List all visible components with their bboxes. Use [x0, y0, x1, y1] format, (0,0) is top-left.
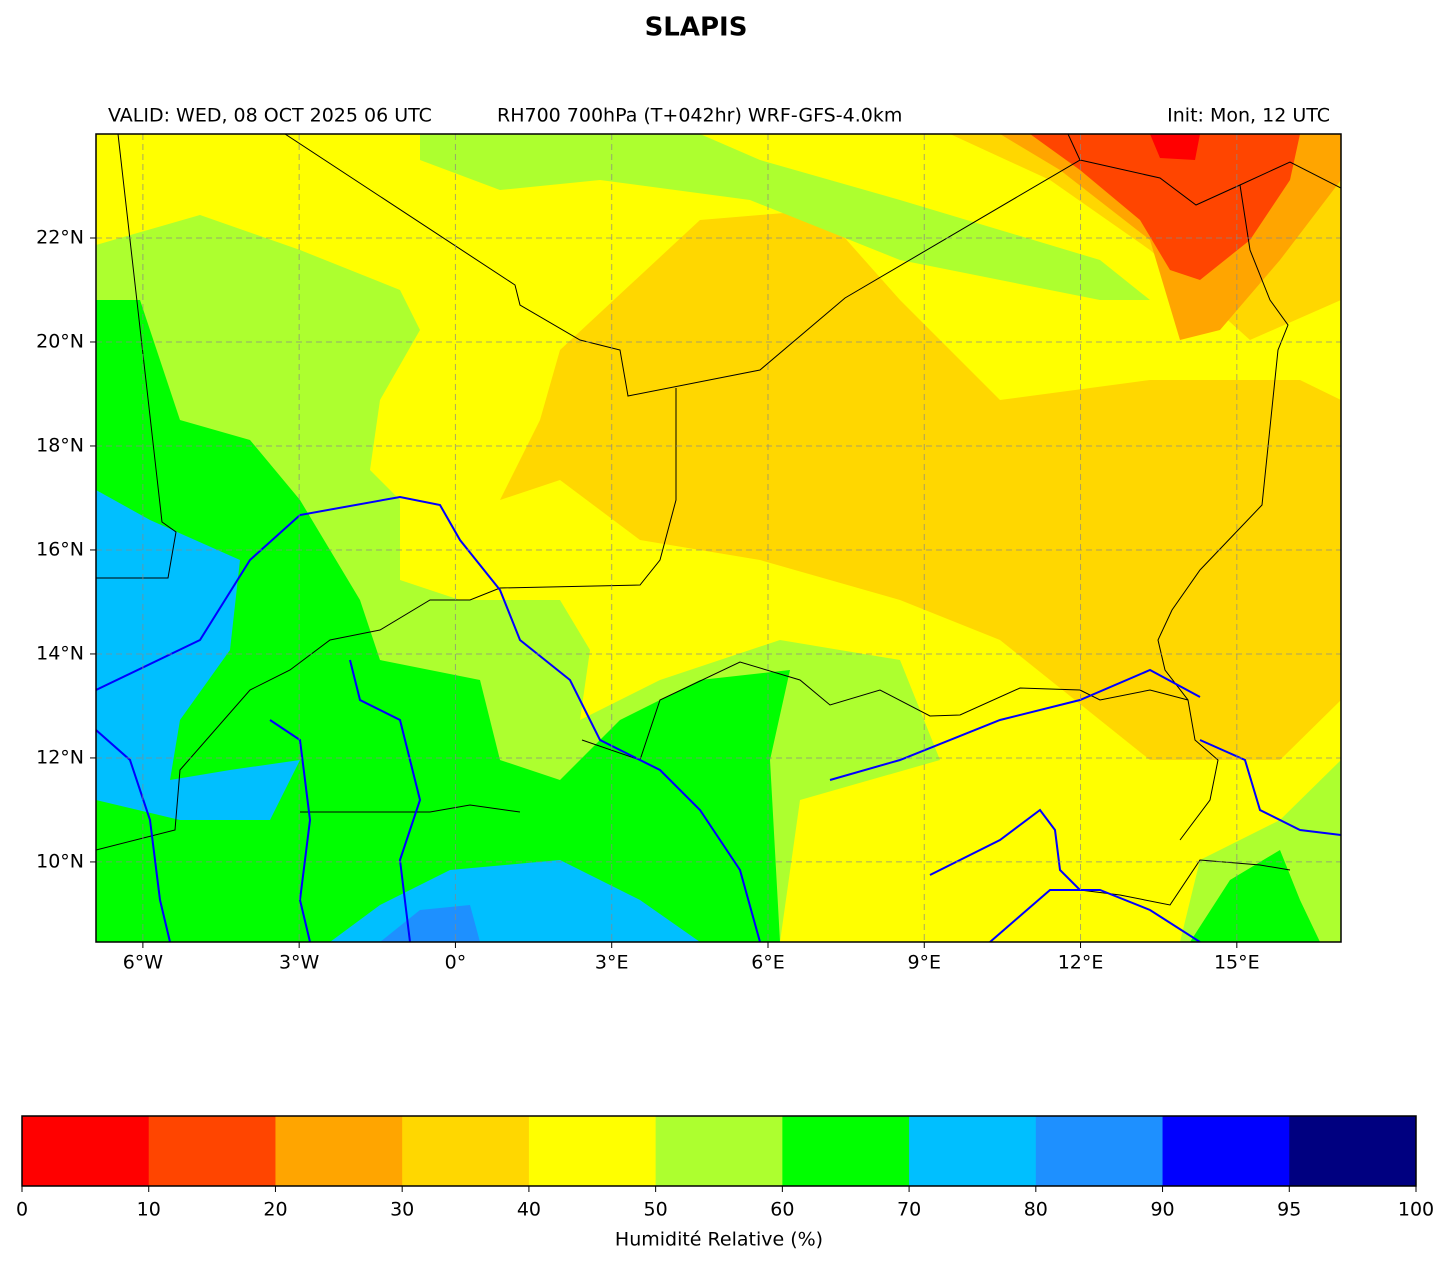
x-tick-label: 12°E	[1058, 952, 1104, 974]
colorbar-tick-label: 90	[1150, 1199, 1174, 1221]
border	[1157, 184, 1289, 841]
colorbar-tick-label: 80	[1024, 1199, 1048, 1221]
river	[269, 719, 312, 942]
colorbar-segment	[655, 1116, 783, 1186]
colorbar-tick-label: 50	[644, 1199, 668, 1221]
river	[929, 808, 1081, 891]
colorbar-tick-label: 0	[16, 1199, 28, 1221]
colorbar-tick-label: 60	[770, 1199, 794, 1221]
map-field	[96, 134, 1341, 942]
field-orangered	[1030, 134, 1300, 280]
colorbar-label: Humidité Relative (%)	[615, 1229, 823, 1251]
colorbar-segment	[1162, 1116, 1290, 1186]
colorbar-segment	[528, 1116, 657, 1186]
river	[989, 889, 1201, 942]
river	[96, 729, 171, 942]
colorbar-segment	[148, 1116, 276, 1186]
x-tick-label: 6°E	[751, 952, 785, 974]
colorbar-segment	[782, 1116, 910, 1186]
map-axis: 6°W 3°W 0° 3°E 6°E 9°E 12°E 15°E 10°N 12°N 14°N 16°…	[36, 134, 1341, 974]
border	[284, 134, 1081, 397]
colorbar-segment	[1289, 1116, 1417, 1186]
field-deepskyblue	[96, 490, 300, 820]
border	[96, 134, 177, 579]
river	[829, 668, 1201, 781]
x-tick-label: 15°E	[1214, 952, 1260, 974]
y-tick-label: 14°N	[36, 642, 84, 664]
border	[1079, 159, 1341, 206]
y-tick-label: 16°N	[36, 538, 84, 560]
colorbar-tick-label: 70	[897, 1199, 921, 1221]
border	[300, 804, 521, 813]
x-tick-label: 3°E	[595, 952, 629, 974]
colorbar-tick-label: 20	[263, 1199, 287, 1221]
x-tick-label: 0°	[445, 952, 467, 974]
init-time: Init: Mon, 12 UTC	[1167, 105, 1330, 127]
colorbar-segment	[275, 1116, 403, 1186]
x-tick-label: 9°E	[907, 952, 941, 974]
colorbar-segment	[1035, 1116, 1164, 1186]
x-tick-label: 3°W	[279, 952, 320, 974]
colorbar-frame	[21, 1115, 1417, 1187]
river	[96, 495, 761, 942]
colorbar-tick-label: 95	[1277, 1199, 1301, 1221]
river	[1199, 739, 1341, 836]
colorbar-tick-label: 100	[1398, 1199, 1434, 1221]
colorbar-tick-label: 40	[517, 1199, 541, 1221]
colorbar-tick-label: 30	[390, 1199, 414, 1221]
river	[349, 659, 422, 942]
field-greenyellow	[420, 134, 1150, 300]
field-gold	[500, 210, 1341, 760]
field-label: RH700 700hPa (T+042hr) WRF-GFS-4.0km	[497, 105, 902, 127]
colorbar: 0 10 20 30 40 50 60 70 80 90 95 100	[16, 1116, 1434, 1221]
colorbar-segment	[909, 1116, 1037, 1186]
y-tick-label: 10°N	[36, 850, 84, 872]
title: SLAPIS	[645, 13, 748, 43]
border	[96, 388, 677, 851]
x-tick-label: 6°W	[123, 952, 164, 974]
y-tick-label: 18°N	[36, 434, 84, 456]
y-tick-label: 20°N	[36, 330, 84, 352]
y-tick-label: 22°N	[36, 226, 84, 248]
map-frame	[95, 133, 1342, 943]
colorbar-segment	[402, 1116, 530, 1186]
border	[1079, 859, 1291, 906]
valid-time: VALID: WED, 08 OCT 2025 06 UTC	[108, 105, 432, 127]
colorbar-segment	[22, 1116, 150, 1186]
colorbar-tick-label: 10	[137, 1199, 161, 1221]
field-green	[1190, 850, 1320, 942]
field-red	[1150, 134, 1200, 160]
y-tick-label: 12°N	[36, 746, 84, 768]
border	[581, 661, 1189, 761]
